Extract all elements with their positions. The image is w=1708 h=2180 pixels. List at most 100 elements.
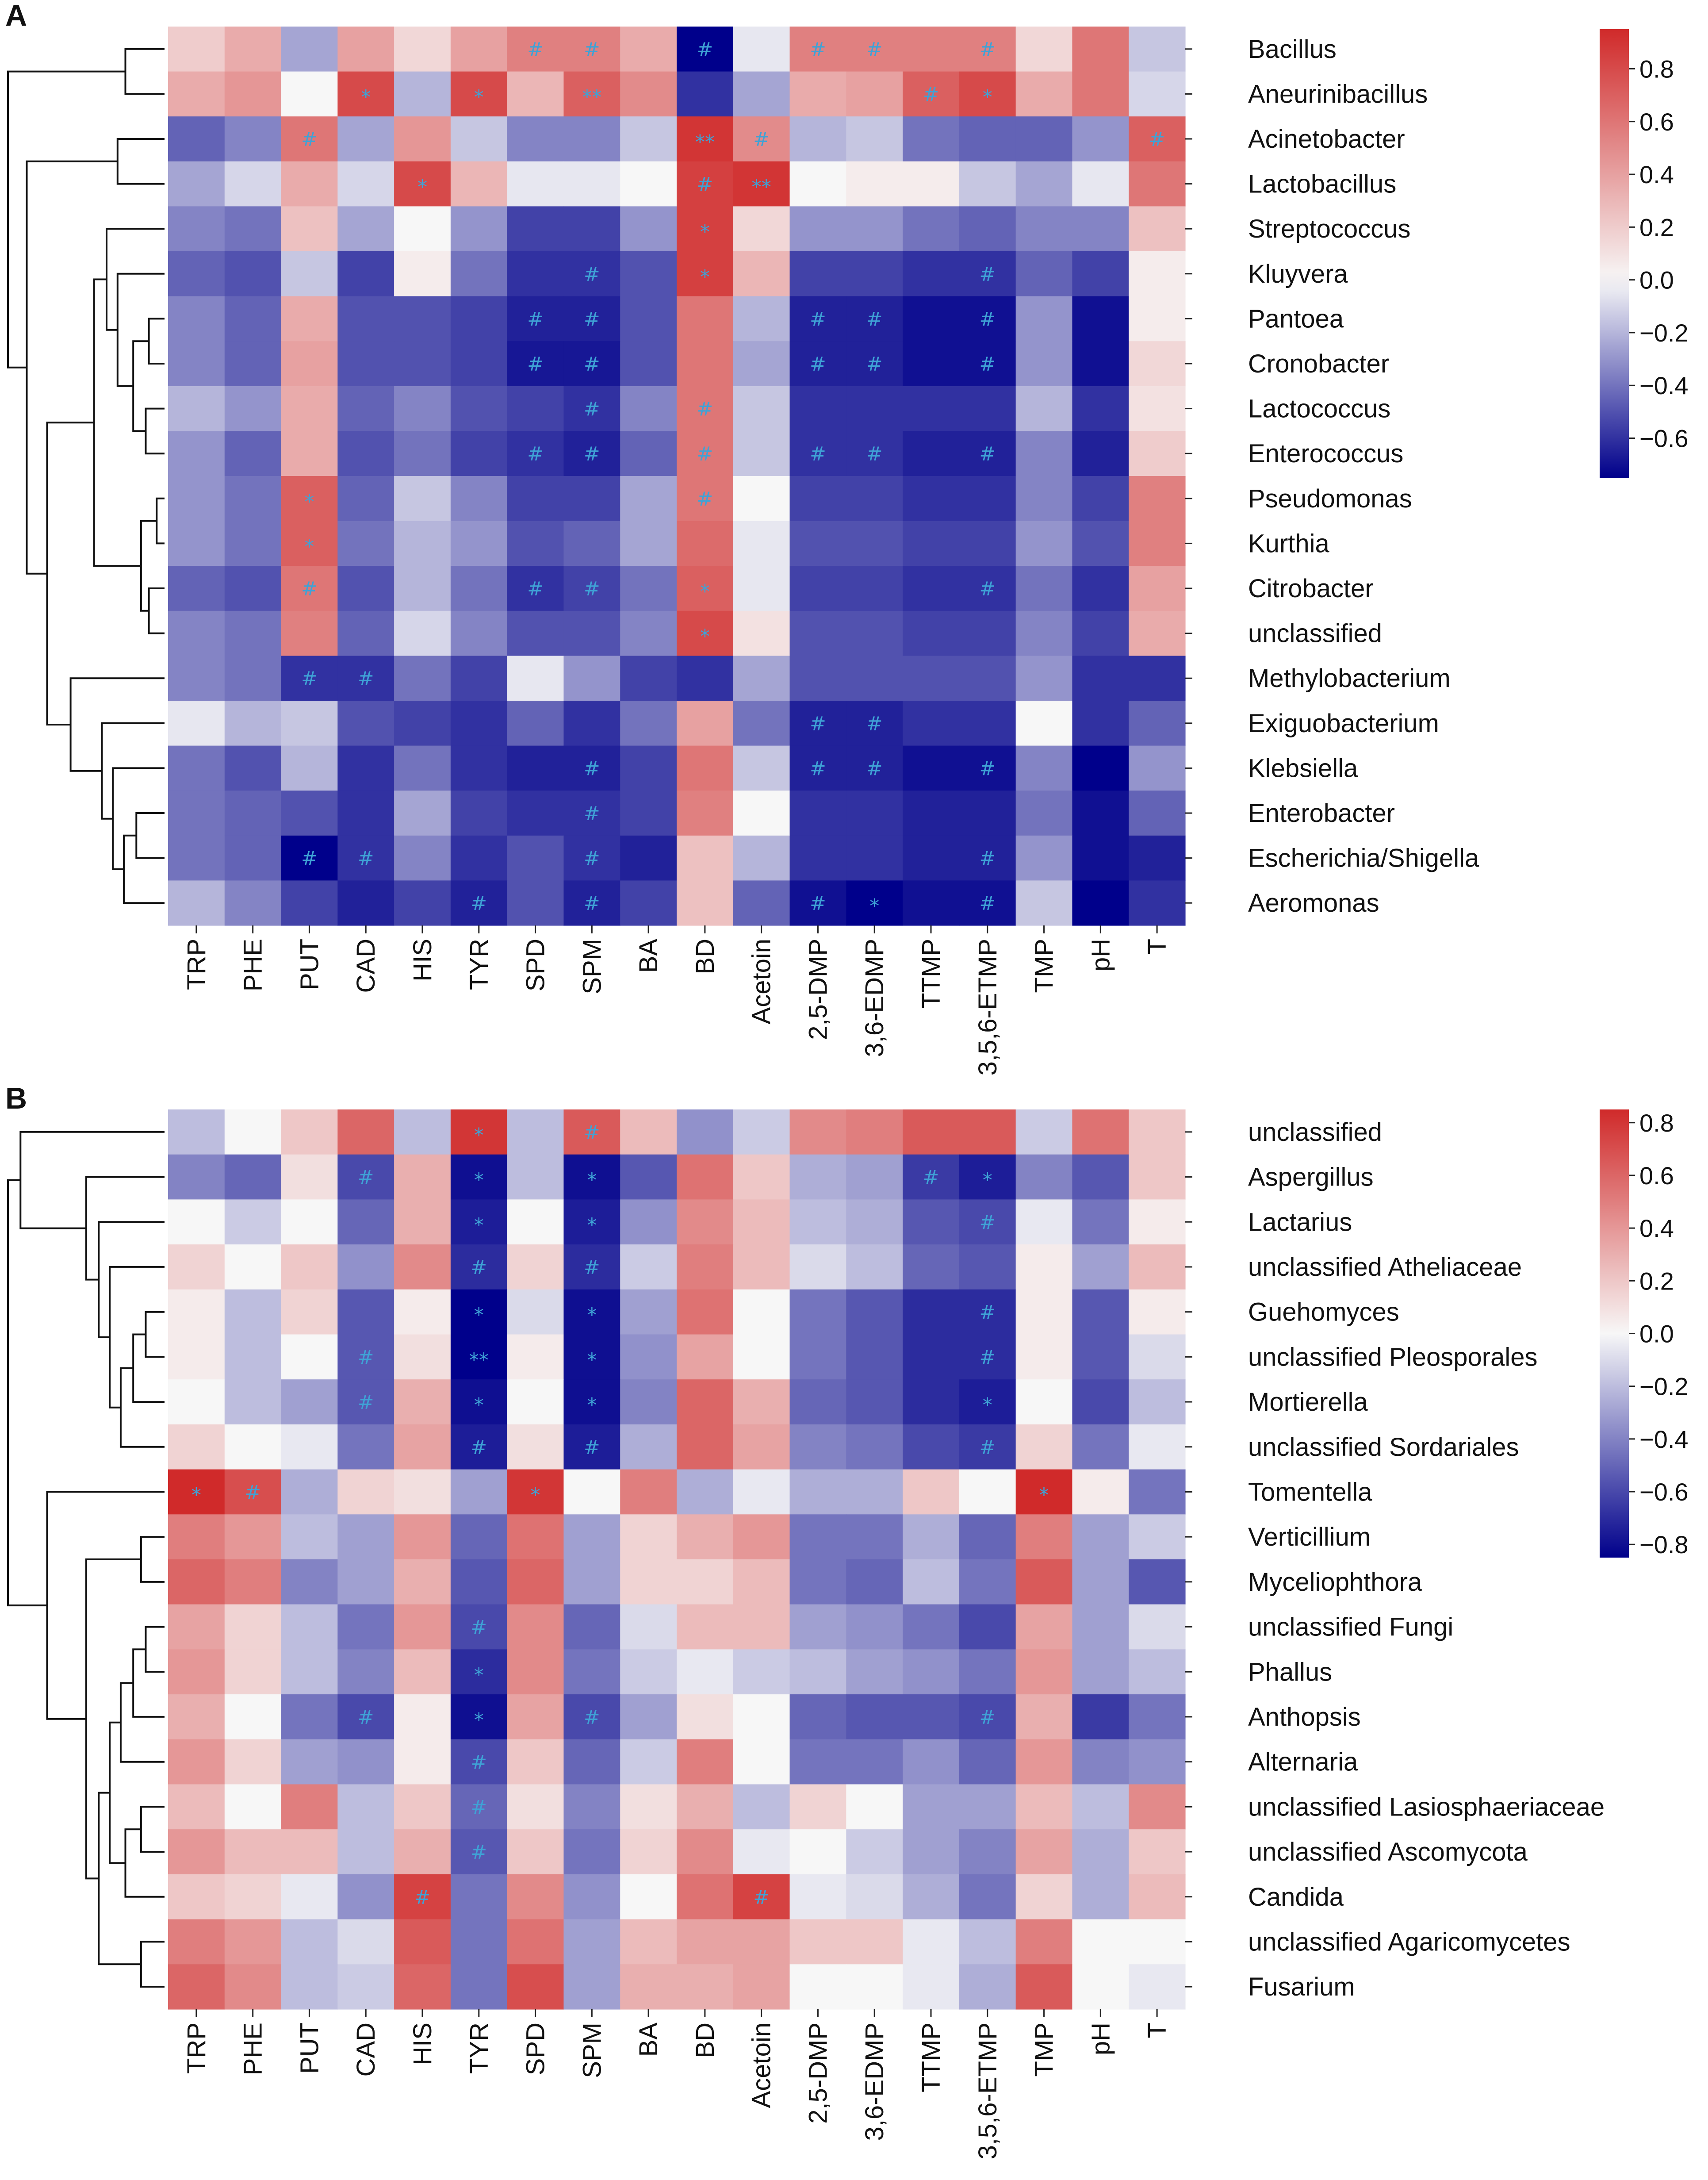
significance-mark: * — [361, 86, 371, 108]
row-label: Verticillium — [1248, 1523, 1371, 1551]
significance-mark: * — [700, 221, 710, 243]
significance-mark: * — [474, 1214, 484, 1236]
heatmap-cell — [903, 1289, 960, 1335]
heatmap-cell — [959, 161, 1016, 207]
column-label: TMP — [1030, 2023, 1059, 2076]
heatmap-cell — [1072, 1874, 1129, 1920]
heatmap-cell — [224, 1199, 282, 1245]
significance-mark: # — [358, 1706, 374, 1729]
heatmap-cell — [337, 566, 394, 611]
heatmap-cell — [563, 476, 620, 522]
heatmap-cell — [846, 745, 903, 791]
heatmap-cell — [677, 1109, 734, 1155]
heatmap-cell — [903, 386, 960, 431]
heatmap-cell — [168, 1289, 225, 1335]
column-label: SPD — [521, 939, 550, 991]
significance-mark: # — [584, 353, 600, 376]
heatmap-cell — [959, 1289, 1016, 1335]
heatmap-cell — [450, 431, 508, 476]
heatmap-cell — [507, 880, 564, 926]
heatmap-cell — [846, 206, 903, 252]
dendrogram-branch — [112, 767, 165, 870]
heatmap-cell — [677, 1649, 734, 1695]
dendrogram-branch — [116, 272, 165, 387]
heatmap-cell — [507, 1379, 564, 1425]
column-label: pH — [1086, 2023, 1115, 2055]
heatmap-cell — [1015, 610, 1073, 656]
heatmap-cell — [224, 1379, 282, 1425]
heatmap-cell — [507, 71, 564, 117]
heatmap-cell — [394, 1424, 451, 1470]
row-label: Fusarium — [1248, 1973, 1355, 2001]
heatmap-cell — [903, 251, 960, 297]
heatmap-cell — [1015, 521, 1073, 566]
heatmap-cell — [281, 206, 338, 252]
heatmap-cell — [677, 251, 734, 297]
heatmap-cell — [903, 296, 960, 342]
column-label: 2,5-DMP — [804, 2023, 832, 2124]
heatmap-cell — [903, 1199, 960, 1245]
heatmap-cell — [733, 1424, 790, 1470]
heatmap-cell — [224, 610, 282, 656]
significance-mark: # — [697, 443, 713, 465]
heatmap-cell — [959, 71, 1016, 117]
heatmap-cell — [789, 161, 846, 207]
significance-mark: * — [474, 1304, 484, 1327]
heatmap-cell — [168, 1784, 225, 1830]
significance-mark: * — [474, 1394, 484, 1416]
significance-mark: * — [474, 1169, 484, 1192]
heatmap-cell — [903, 1874, 960, 1920]
heatmap-cell — [281, 1694, 338, 1740]
heatmap-cell — [224, 161, 282, 207]
heatmap-cell — [168, 1919, 225, 1965]
heatmap-cell — [959, 1469, 1016, 1515]
heatmap-cell — [168, 161, 225, 207]
heatmap-cell — [507, 206, 564, 252]
heatmap-cell — [733, 1874, 790, 1920]
significance-mark: # — [753, 128, 770, 151]
significance-mark: # — [979, 848, 996, 870]
heatmap-cell — [620, 1424, 677, 1470]
heatmap-cell — [394, 386, 451, 431]
heatmap-cell — [1072, 1199, 1129, 1245]
heatmap-cell — [394, 835, 451, 881]
heatmap-cell — [337, 1604, 394, 1650]
heatmap-cell — [337, 386, 394, 431]
heatmap-cell — [168, 1649, 225, 1695]
heatmap-cell — [563, 1829, 620, 1875]
heatmap-cell — [846, 1469, 903, 1515]
significance-mark: # — [810, 38, 826, 61]
heatmap-cell — [507, 656, 564, 701]
heatmap-cell — [507, 1784, 564, 1830]
heatmap-cell — [168, 1874, 225, 1920]
significance-mark: # — [471, 1751, 487, 1774]
heatmap-cell — [394, 251, 451, 297]
heatmap-cell — [281, 251, 338, 297]
row-label: Kurthia — [1248, 529, 1330, 558]
significance-mark: * — [587, 1169, 597, 1192]
heatmap-cell — [789, 116, 846, 162]
heatmap-cell — [224, 1649, 282, 1695]
heatmap-cell — [959, 1604, 1016, 1650]
heatmap-cell — [507, 296, 564, 342]
row-label: Tomentella — [1248, 1478, 1372, 1506]
significance-mark: # — [301, 578, 318, 600]
significance-mark: # — [471, 1796, 487, 1819]
heatmap-cell — [733, 1604, 790, 1650]
significance-mark: # — [979, 1346, 996, 1369]
heatmap-cell — [733, 1784, 790, 1830]
heatmap-cell — [1072, 71, 1129, 117]
heatmap-cell — [224, 1424, 282, 1470]
heatmap-cell — [789, 610, 846, 656]
dendrogram-branch — [7, 1179, 47, 1607]
heatmap-cell — [1072, 701, 1129, 746]
heatmap-cell — [959, 835, 1016, 881]
heatmap-cell — [168, 296, 225, 342]
heatmap-cell — [563, 251, 620, 297]
heatmap-cell — [394, 1154, 451, 1200]
heatmap-cell — [1015, 1424, 1073, 1470]
heatmap-cell — [337, 1874, 394, 1920]
significance-mark: # — [584, 443, 600, 465]
heatmap-cell — [337, 431, 394, 476]
heatmap-cell — [620, 566, 677, 611]
